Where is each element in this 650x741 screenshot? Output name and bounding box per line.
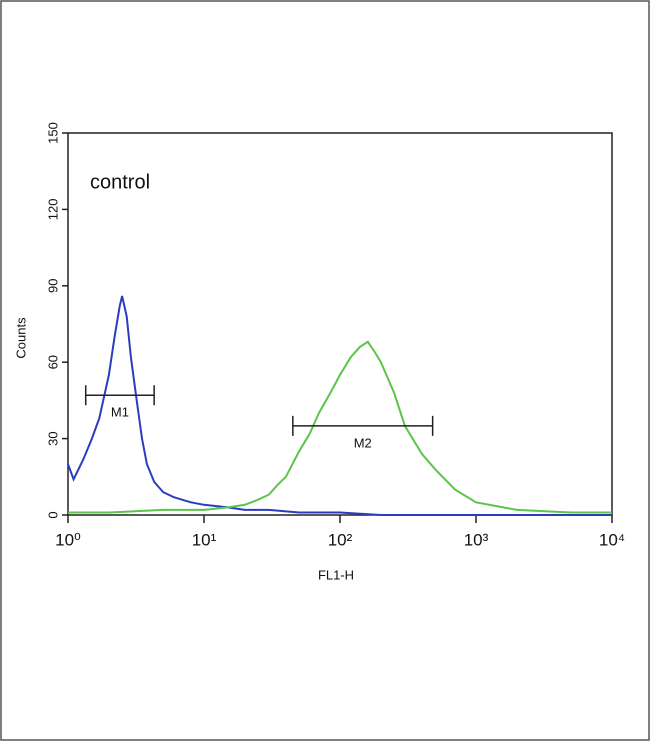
x-tick-label: 10²: [328, 530, 353, 549]
y-tick-label: 60: [45, 355, 60, 369]
x-tick-label: 10⁴: [599, 530, 625, 549]
y-tick-label: 0: [45, 511, 60, 518]
histogram-line: [68, 340, 612, 514]
y-tick-label: 30: [45, 431, 60, 445]
y-axis-label: Counts: [13, 317, 28, 359]
gate-marker: [292, 415, 434, 436]
x-tick-label: 10¹: [192, 530, 217, 549]
histogram-line: [67, 295, 612, 516]
x-tick-label: 10³: [464, 530, 489, 549]
annotation: control: [90, 171, 150, 193]
x-tick-label: 10⁰: [55, 530, 81, 549]
gate-marker: [84, 385, 155, 406]
y-tick-label: 90: [45, 279, 60, 293]
x-axis-label: FL1-H: [318, 567, 354, 582]
y-tick-label: 150: [45, 122, 60, 144]
y-tick-label: 120: [45, 199, 60, 221]
gate-label: M1: [111, 405, 129, 420]
gate-label: M2: [354, 435, 372, 450]
